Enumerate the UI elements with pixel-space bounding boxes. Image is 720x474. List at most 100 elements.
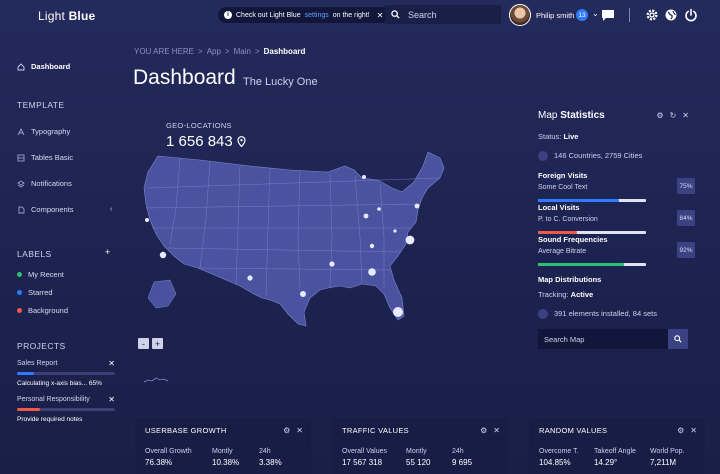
search-map-button[interactable] <box>668 329 688 349</box>
metric-bar-fill <box>538 263 625 266</box>
progress-fill <box>17 408 40 411</box>
metric-bar-fill <box>538 199 619 202</box>
breadcrumb-prefix: YOU ARE HERE <box>134 47 195 56</box>
zoom-out-button[interactable]: - <box>138 338 149 349</box>
close-icon[interactable]: ✕ <box>108 359 115 368</box>
widget-title: RANDOM VALUES <box>539 426 608 435</box>
widget-stat: Overall Growth 76.38% <box>145 448 192 467</box>
top-search <box>385 5 501 24</box>
coverage-row: 146 Countries, 2759 Cities <box>538 151 642 162</box>
alaska-shape <box>147 279 177 309</box>
sidebar-item-dashboard[interactable]: Dashboard <box>17 62 70 71</box>
project-sales-report[interactable]: Sales Report ✕ Calculating x-axis bias..… <box>17 359 115 387</box>
installed-row: 391 elements installed, 84 sets <box>538 309 657 320</box>
state-borders <box>145 157 441 297</box>
power-icon[interactable] <box>684 8 698 22</box>
gear-icon <box>538 309 548 320</box>
sidebar-item-components[interactable]: Components <box>17 205 74 214</box>
avatar[interactable] <box>509 4 531 26</box>
metric-percent-badge: 92% <box>677 242 695 258</box>
close-icon[interactable]: ✕ <box>682 111 689 120</box>
label-my-recent[interactable]: My Recent <box>17 270 64 279</box>
notification-count-badge: 13 <box>576 9 588 21</box>
sidebar-item-typography[interactable]: Typography <box>17 127 70 136</box>
metric-foreign-visits: Foreign Visits Some Cool Text 75% <box>538 171 695 202</box>
toolbar-divider <box>629 8 630 22</box>
metric-percent-badge: 75% <box>677 178 695 194</box>
map-pin-icon <box>237 136 246 148</box>
widget-stat: Montly 55 120 <box>406 448 431 467</box>
template-section-title: TEMPLATE <box>17 100 65 110</box>
sidebar-item-label: Notifications <box>31 179 72 188</box>
breadcrumb: YOU ARE HERE > App > Main > Dashboard <box>134 47 305 56</box>
sidebar-item-notifications[interactable]: Notifications <box>17 179 72 188</box>
page-subtitle: The Lucky One <box>243 76 318 88</box>
table-icon <box>17 154 25 161</box>
gear-icon[interactable]: ⚙ <box>283 426 291 435</box>
sidebar: Dashboard TEMPLATE Typography Tables Bas… <box>0 30 126 474</box>
notice-text-suffix: on the right! <box>332 11 370 19</box>
app-logo[interactable]: Light Blue <box>38 9 96 23</box>
user-name[interactable]: Philip smith <box>536 11 575 20</box>
panel-title: Map Statistics <box>538 110 605 121</box>
gear-icon[interactable]: ⚙ <box>677 426 685 435</box>
metric-bar <box>538 263 646 266</box>
chevron-left-icon[interactable]: ‹ <box>110 206 113 213</box>
info-icon: i <box>224 11 232 19</box>
add-label-button[interactable]: + <box>105 247 111 257</box>
metric-sound-frequencies: Sound Frequencies Average Bitrate 92% <box>538 235 695 266</box>
project-description: Provide required notes <box>17 416 83 423</box>
red-dot-icon <box>17 308 22 313</box>
widget-stat: 24h 3.38% <box>259 448 282 467</box>
label-text: Starred <box>28 288 53 297</box>
chat-icon[interactable] <box>601 8 615 22</box>
label-background[interactable]: Background <box>17 306 68 315</box>
breadcrumb-separator: > <box>224 47 230 56</box>
metric-percent-badge: 84% <box>677 210 695 226</box>
widget-stat: World Pop. 7,211M <box>650 448 685 467</box>
widget-stat: 24h 9 695 <box>452 448 473 467</box>
metric-local-visits: Local Visits P. to C. Conversion 84% <box>538 203 695 234</box>
green-dot-icon <box>17 272 22 277</box>
status-row: Status: Live <box>538 132 579 141</box>
map-statistics-panel: Map Statistics ⚙ ↻ ✕ Status: Live 146 Co… <box>530 100 695 365</box>
close-icon[interactable]: ✕ <box>690 426 697 435</box>
project-personal-responsibility[interactable]: Personal Responsibility ✕ Provide requir… <box>17 395 115 423</box>
chevron-down-icon[interactable]: ⌄ <box>592 9 599 18</box>
notice-text: Check out Light Blue <box>236 11 301 19</box>
label-starred[interactable]: Starred <box>17 288 53 297</box>
map-pin-icon <box>538 151 548 162</box>
close-icon[interactable]: ✕ <box>296 426 303 435</box>
widget-stat: Montly 10.38% <box>212 448 240 467</box>
project-progress-bar <box>17 372 115 375</box>
document-icon <box>18 206 25 213</box>
labels-section-title: LABELS <box>17 249 52 259</box>
gear-icon[interactable] <box>645 8 659 22</box>
notice-close-button[interactable]: ✕ <box>376 10 384 20</box>
close-icon[interactable]: ✕ <box>108 395 115 404</box>
globe-icon[interactable] <box>664 8 678 22</box>
breadcrumb-item-main[interactable]: Main <box>233 47 251 56</box>
breadcrumb-item-app[interactable]: App <box>206 47 221 56</box>
typography-icon <box>17 127 25 135</box>
zoom-in-button[interactable]: + <box>152 338 163 349</box>
settings-link[interactable]: settings <box>304 11 329 19</box>
search-input[interactable] <box>408 9 488 20</box>
widget-stat: Takeoff Angle 14.29° <box>594 448 636 467</box>
project-description: Calculating x-axis bias... 65% <box>17 380 102 387</box>
gear-icon[interactable]: ⚙ <box>656 111 664 120</box>
projects-section-title: PROJECTS <box>17 341 66 351</box>
project-progress-bar <box>17 408 115 411</box>
gear-icon[interactable]: ⚙ <box>480 426 488 435</box>
search-map-input[interactable] <box>538 329 669 349</box>
breadcrumb-current: Dashboard <box>263 47 306 56</box>
widget-random-values: RANDOM VALUES ⚙ ✕ Overcome T. 104.85% Take… <box>529 418 705 474</box>
close-icon[interactable]: ✕ <box>493 426 500 435</box>
geo-locations-label: GEO-LOCATIONS <box>166 121 232 130</box>
refresh-icon[interactable]: ↻ <box>669 111 677 120</box>
widget-traffic-values: TRAFFIC VALUES ⚙ ✕ Overall Values 17 567 3… <box>332 418 508 474</box>
widget-title: USERBASE GROWTH <box>145 426 227 435</box>
us-map[interactable] <box>140 148 455 333</box>
metric-bar <box>538 199 646 202</box>
sidebar-item-tables-basic[interactable]: Tables Basic <box>17 153 73 162</box>
